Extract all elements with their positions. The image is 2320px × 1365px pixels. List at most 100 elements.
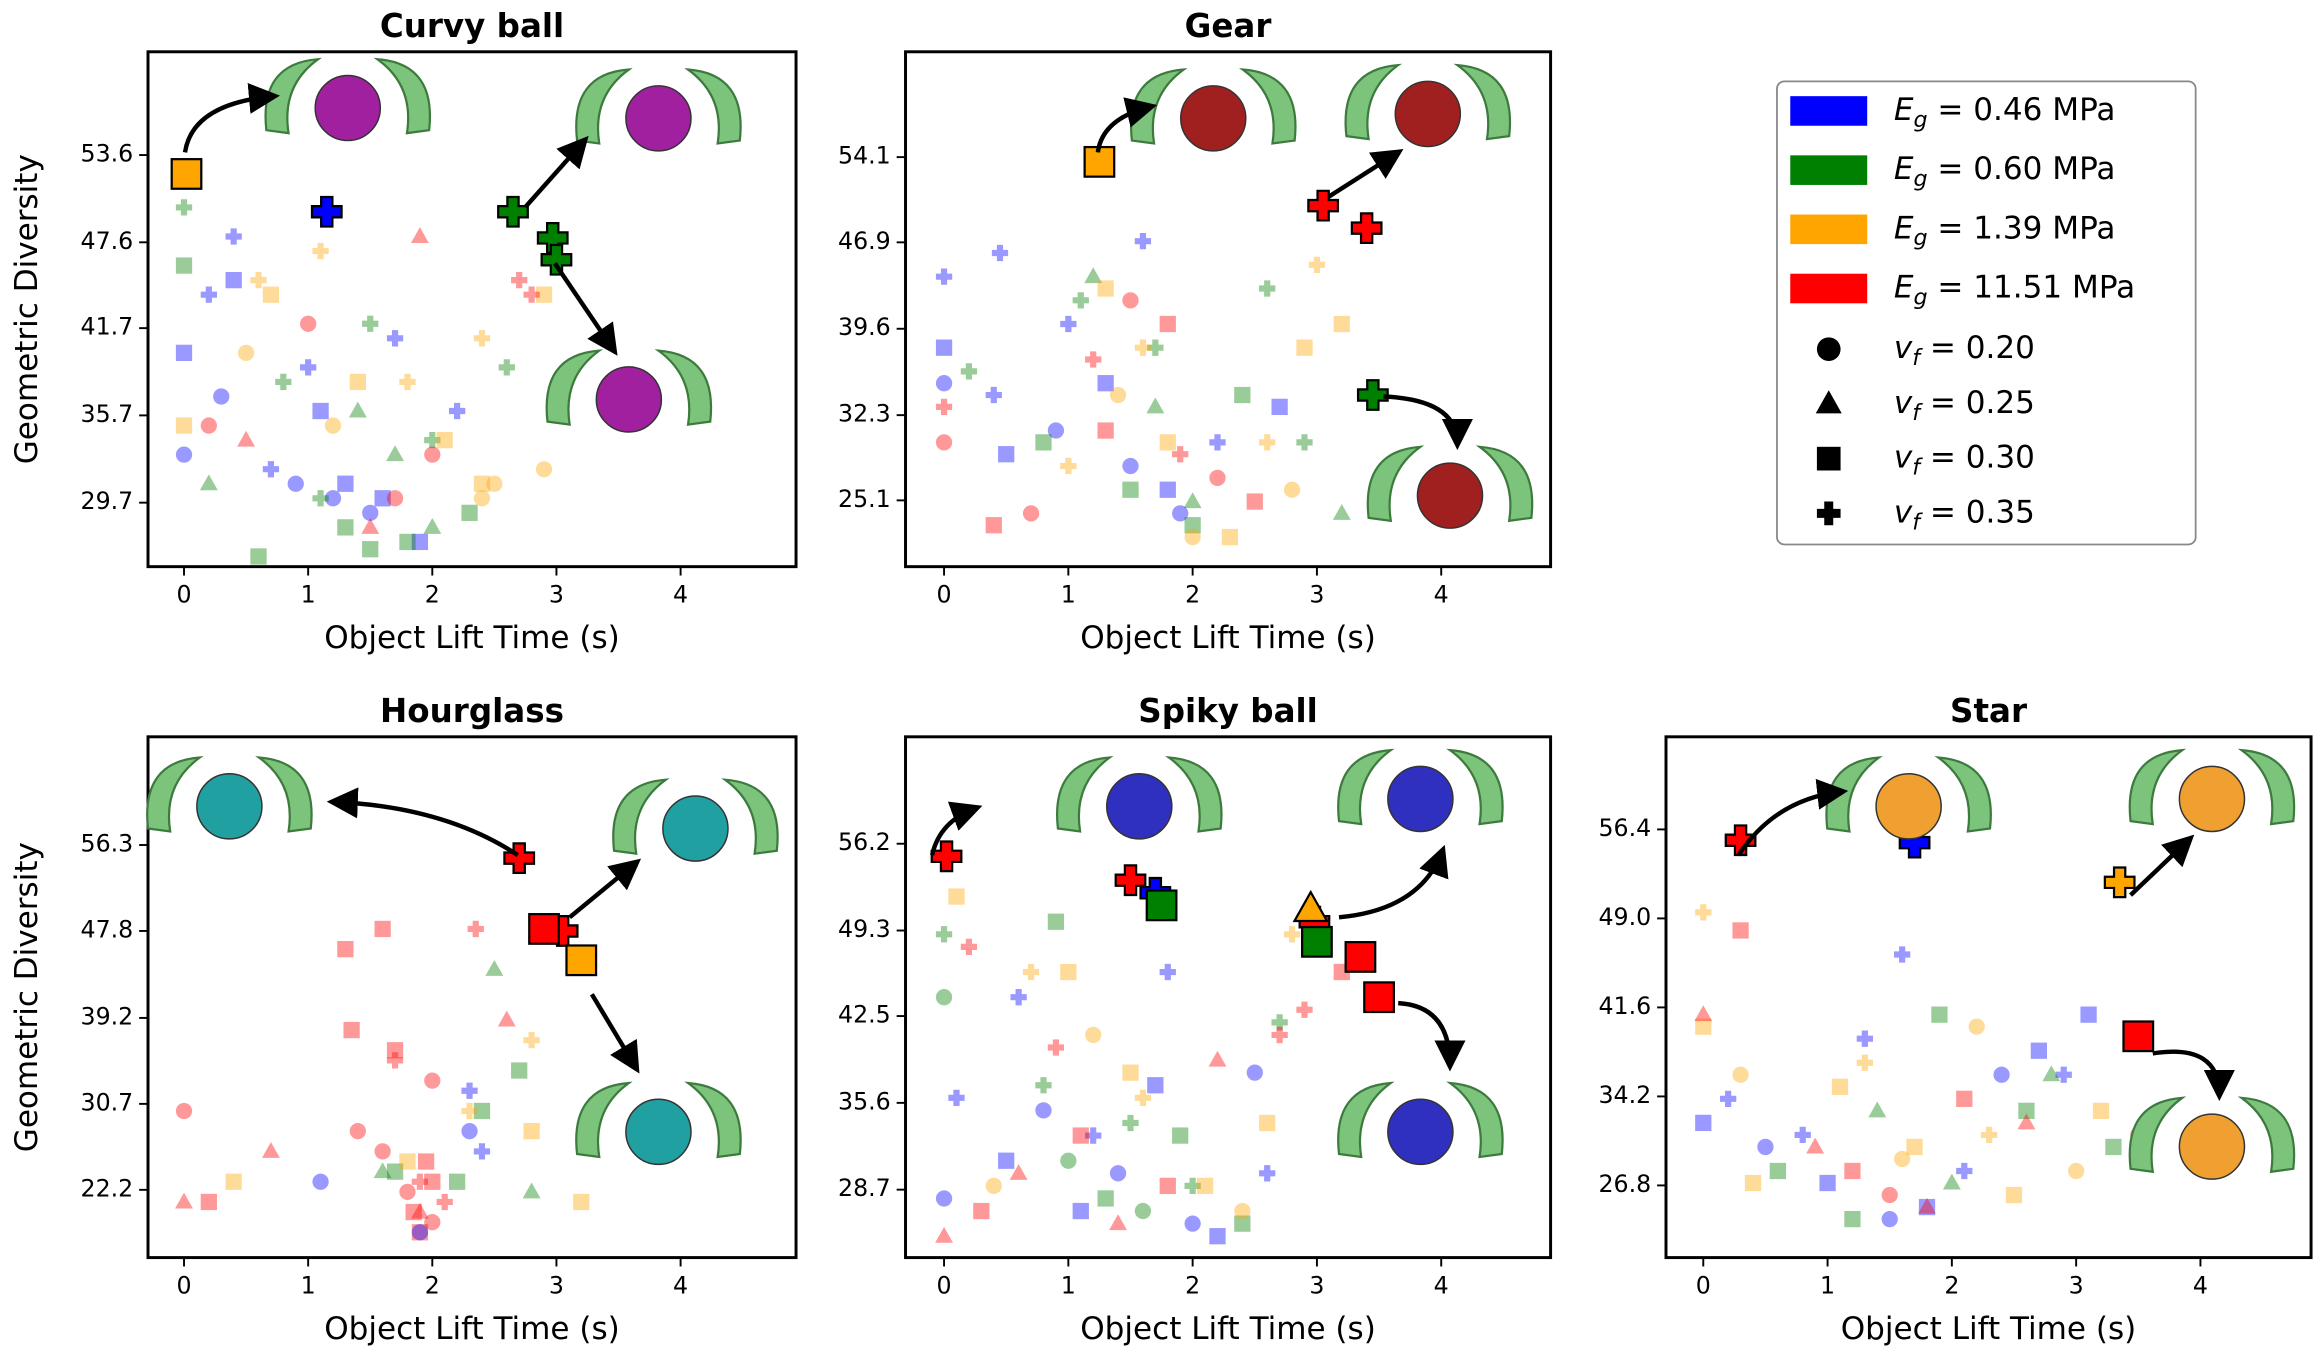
y-tick-label: 32.3 xyxy=(838,400,891,428)
point xyxy=(1993,1066,2010,1083)
gripper-claw xyxy=(1056,756,1114,833)
legend-label: Eg = 11.51 MPa xyxy=(1894,270,2135,310)
gripper-claw xyxy=(146,756,204,833)
point xyxy=(991,244,1009,262)
arrow xyxy=(182,82,280,153)
point xyxy=(1956,1090,1973,1107)
point xyxy=(1147,1077,1164,1094)
point xyxy=(1084,267,1103,284)
y-tick-label: 54.1 xyxy=(838,142,891,170)
point xyxy=(399,1183,416,1200)
gripper-claw xyxy=(1129,68,1188,145)
legend-text: = 0.25 xyxy=(1920,385,2035,421)
point xyxy=(486,475,503,492)
plot-frame xyxy=(1664,735,2313,1260)
y-tick-label: 39.2 xyxy=(81,1002,134,1030)
point xyxy=(998,446,1015,463)
legend-subscript: f xyxy=(1912,345,1923,371)
point xyxy=(960,938,978,956)
point xyxy=(175,446,193,463)
gripper-claw xyxy=(575,1081,633,1159)
point xyxy=(1060,1152,1077,1169)
highlight-point xyxy=(170,158,203,190)
point xyxy=(312,242,329,260)
x-axis-label: Object Lift Time (s) xyxy=(324,1311,620,1347)
point xyxy=(200,417,217,434)
point xyxy=(1720,1090,1737,1107)
y-tick-label: 26.8 xyxy=(1599,1170,1652,1198)
plot-frame xyxy=(904,735,1553,1260)
point xyxy=(175,344,193,361)
point xyxy=(1122,292,1139,309)
point xyxy=(1060,315,1077,333)
point xyxy=(1047,1039,1065,1056)
point xyxy=(1085,1026,1102,1044)
point xyxy=(1769,1162,1786,1180)
gripper-claw xyxy=(1446,748,1504,826)
point xyxy=(417,1153,435,1170)
point xyxy=(523,1032,540,1049)
point xyxy=(1183,492,1202,509)
point xyxy=(1209,1228,1226,1245)
point xyxy=(1221,528,1239,546)
point xyxy=(411,533,429,551)
point xyxy=(1732,1066,1749,1083)
point xyxy=(250,271,267,289)
highlight-point xyxy=(1724,824,1757,857)
chart-title: Star xyxy=(1950,692,2027,730)
y-tick-label: 42.5 xyxy=(838,1001,891,1029)
point xyxy=(1259,1114,1276,1132)
x-tick-label: 4 xyxy=(2193,1272,2208,1300)
point xyxy=(225,228,242,245)
plot-frame xyxy=(904,50,1553,569)
point xyxy=(461,1123,478,1140)
point xyxy=(1296,1001,1313,1018)
point xyxy=(935,1190,953,1207)
highlight-point xyxy=(1344,941,1377,973)
point xyxy=(1259,434,1276,451)
legend-subscript: f xyxy=(1912,454,1923,480)
x-axis-label: Object Lift Time (s) xyxy=(1841,1311,2137,1347)
point xyxy=(1134,1089,1152,1106)
point xyxy=(1035,1077,1052,1094)
point xyxy=(1134,339,1152,356)
point xyxy=(1159,434,1176,451)
point xyxy=(448,402,466,420)
point xyxy=(1159,963,1176,981)
object-icon xyxy=(196,773,263,840)
highlight-point xyxy=(1350,212,1383,245)
highlight-point xyxy=(310,195,343,228)
point xyxy=(1208,1050,1227,1067)
point xyxy=(343,1021,360,1039)
gripper-claw xyxy=(2128,1096,2187,1174)
x-axis-label: Object Lift Time (s) xyxy=(1080,1311,1376,1347)
point xyxy=(2017,1113,2036,1130)
arrow xyxy=(523,135,589,209)
point xyxy=(424,446,441,463)
legend-label: Eg = 1.39 MPa xyxy=(1894,210,2116,250)
y-axis-label: Geometric Diversity xyxy=(9,154,45,464)
point xyxy=(399,373,416,391)
point xyxy=(1147,339,1164,356)
legend-swatch xyxy=(1790,96,1868,126)
legend-label: Eg = 0.60 MPa xyxy=(1894,151,2116,191)
point xyxy=(1172,446,1189,463)
point xyxy=(1010,989,1027,1006)
highlight-point xyxy=(565,944,598,977)
point xyxy=(386,1163,404,1180)
arrow xyxy=(553,262,618,356)
x-tick-label: 1 xyxy=(1061,1272,1076,1300)
point xyxy=(1122,1114,1139,1132)
point xyxy=(349,373,366,391)
y-tick-label: 49.0 xyxy=(1599,903,1652,931)
x-tick-label: 2 xyxy=(1185,1272,1200,1300)
point xyxy=(1856,1054,1873,1071)
point xyxy=(473,475,491,492)
point xyxy=(1844,1162,1861,1180)
point xyxy=(1134,1202,1152,1220)
y-tick-label: 29.7 xyxy=(81,487,134,515)
point xyxy=(225,1173,242,1190)
point xyxy=(175,417,193,434)
x-tick-label: 3 xyxy=(549,581,564,609)
